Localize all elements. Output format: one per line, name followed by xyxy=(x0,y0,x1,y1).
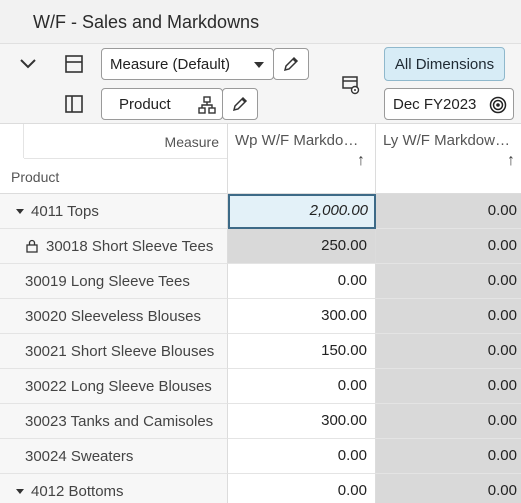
cell-ly-markdown: 0.00 xyxy=(376,439,521,474)
edit-product-button[interactable] xyxy=(222,88,258,120)
table-row[interactable]: 30020 Sleeveless Blouses 300.00 0.00 xyxy=(0,299,521,334)
row-header[interactable]: 30020 Sleeveless Blouses xyxy=(0,299,228,334)
cell-ly-markdown: 0.00 xyxy=(376,194,521,229)
product-select-value: Product xyxy=(119,95,171,113)
cell-wp-markdown[interactable]: 2,000.00 xyxy=(228,194,376,229)
row-label: 30020 Sleeveless Blouses xyxy=(25,307,201,325)
row-header[interactable]: 30024 Sweaters xyxy=(0,439,228,474)
dropdown-caret-icon xyxy=(254,62,264,68)
grid-corner-header: Measure Product xyxy=(0,124,228,194)
column-header-label: Ly W/F Markdow… xyxy=(383,132,510,149)
view-options-button[interactable] xyxy=(338,72,364,98)
collapse-toolbar-button[interactable] xyxy=(14,53,42,75)
row-header[interactable]: 30023 Tanks and Camisoles xyxy=(0,404,228,439)
table-row[interactable]: 30019 Long Sleeve Tees 0.00 0.00 xyxy=(0,264,521,299)
cell-ly-markdown: 0.00 xyxy=(376,369,521,404)
product-axis-label: Product xyxy=(11,169,60,185)
layout-side-panel-button[interactable] xyxy=(62,92,86,116)
view-settings-icon xyxy=(342,76,360,95)
title-bar: W/F - Sales and Markdowns xyxy=(0,0,521,44)
all-dimensions-button[interactable]: All Dimensions xyxy=(384,47,505,81)
column-header-wp-markdown[interactable]: Wp W/F Markdo… ↑ xyxy=(228,124,376,194)
lock-icon xyxy=(26,239,38,253)
expand-caret-icon[interactable] xyxy=(16,488,24,494)
row-label: 4012 Bottoms xyxy=(31,482,124,500)
date-select[interactable]: Dec FY2023 xyxy=(384,88,514,120)
hierarchy-icon xyxy=(198,96,216,114)
cell-wp-markdown[interactable]: 0.00 xyxy=(228,474,376,503)
column-header-ly-markdown[interactable]: Ly W/F Markdow… ↑ xyxy=(376,124,521,194)
window-title: W/F - Sales and Markdowns xyxy=(33,12,260,32)
cell-ly-markdown: 0.00 xyxy=(376,334,521,369)
table-row[interactable]: 30021 Short Sleeve Blouses 150.00 0.00 xyxy=(0,334,521,369)
date-select-value: Dec FY2023 xyxy=(393,95,477,113)
cell-wp-markdown[interactable]: 0.00 xyxy=(228,369,376,404)
data-grid: Measure Product Wp W/F Markdo… ↑ Ly W/F … xyxy=(0,124,521,503)
row-header[interactable]: 30021 Short Sleeve Blouses xyxy=(0,334,228,369)
row-label: 30019 Long Sleeve Tees xyxy=(25,272,190,290)
cell-wp-markdown: 250.00 xyxy=(228,229,376,264)
expand-caret-icon[interactable] xyxy=(16,208,24,214)
row-header[interactable]: 4012 Bottoms xyxy=(0,474,228,503)
cell-wp-markdown[interactable]: 150.00 xyxy=(228,334,376,369)
sort-ascending-icon[interactable]: ↑ xyxy=(507,152,515,169)
measure-select-value: Measure (Default) xyxy=(110,55,231,73)
column-header-label: Wp W/F Markdo… xyxy=(235,132,359,149)
cell-ly-markdown: 0.00 xyxy=(376,264,521,299)
cell-ly-markdown: 0.00 xyxy=(376,474,521,503)
edit-measure-button[interactable] xyxy=(273,48,309,80)
toolbar: Measure (Default) Product All Dimensions… xyxy=(0,44,521,124)
table-row[interactable]: 30018 Short Sleeve Tees 250.00 0.00 xyxy=(0,229,521,264)
cell-ly-markdown: 0.00 xyxy=(376,229,521,264)
row-header[interactable]: 30022 Long Sleeve Blouses xyxy=(0,369,228,404)
cell-ly-markdown: 0.00 xyxy=(376,404,521,439)
row-label: 30023 Tanks and Camisoles xyxy=(25,412,214,430)
table-row[interactable]: 30024 Sweaters 0.00 0.00 xyxy=(0,439,521,474)
panel-top-icon xyxy=(65,55,83,73)
cell-wp-markdown[interactable]: 0.00 xyxy=(228,439,376,474)
row-header[interactable]: 30018 Short Sleeve Tees xyxy=(0,229,228,264)
sort-ascending-icon[interactable]: ↑ xyxy=(357,152,365,169)
table-row[interactable]: 4012 Bottoms 0.00 0.00 xyxy=(0,474,521,503)
cell-wp-markdown[interactable]: 0.00 xyxy=(228,264,376,299)
measure-axis-label: Measure xyxy=(164,134,219,150)
table-row[interactable]: 4011 Tops 2,000.00 0.00 xyxy=(0,194,521,229)
pencil-icon xyxy=(283,56,299,72)
row-header[interactable]: 30019 Long Sleeve Tees xyxy=(0,264,228,299)
pencil-icon xyxy=(232,96,248,112)
cell-wp-markdown[interactable]: 300.00 xyxy=(228,299,376,334)
panel-left-icon xyxy=(65,95,83,113)
table-row[interactable]: 30023 Tanks and Camisoles 300.00 0.00 xyxy=(0,404,521,439)
row-label: 30024 Sweaters xyxy=(25,447,134,465)
layout-top-panel-button[interactable] xyxy=(62,52,86,76)
product-select[interactable]: Product xyxy=(101,88,223,120)
row-label: 30022 Long Sleeve Blouses xyxy=(25,377,212,395)
table-row[interactable]: 30022 Long Sleeve Blouses 0.00 0.00 xyxy=(0,369,521,404)
measure-select[interactable]: Measure (Default) xyxy=(101,48,274,80)
chevron-down-icon xyxy=(20,59,36,69)
cell-wp-markdown[interactable]: 300.00 xyxy=(228,404,376,439)
row-label: 30018 Short Sleeve Tees xyxy=(46,237,214,255)
target-icon xyxy=(489,96,507,114)
row-label: 30021 Short Sleeve Blouses xyxy=(25,342,215,360)
cell-ly-markdown: 0.00 xyxy=(376,299,521,334)
row-header[interactable]: 4011 Tops xyxy=(0,194,228,229)
row-label: 4011 Tops xyxy=(31,202,99,220)
